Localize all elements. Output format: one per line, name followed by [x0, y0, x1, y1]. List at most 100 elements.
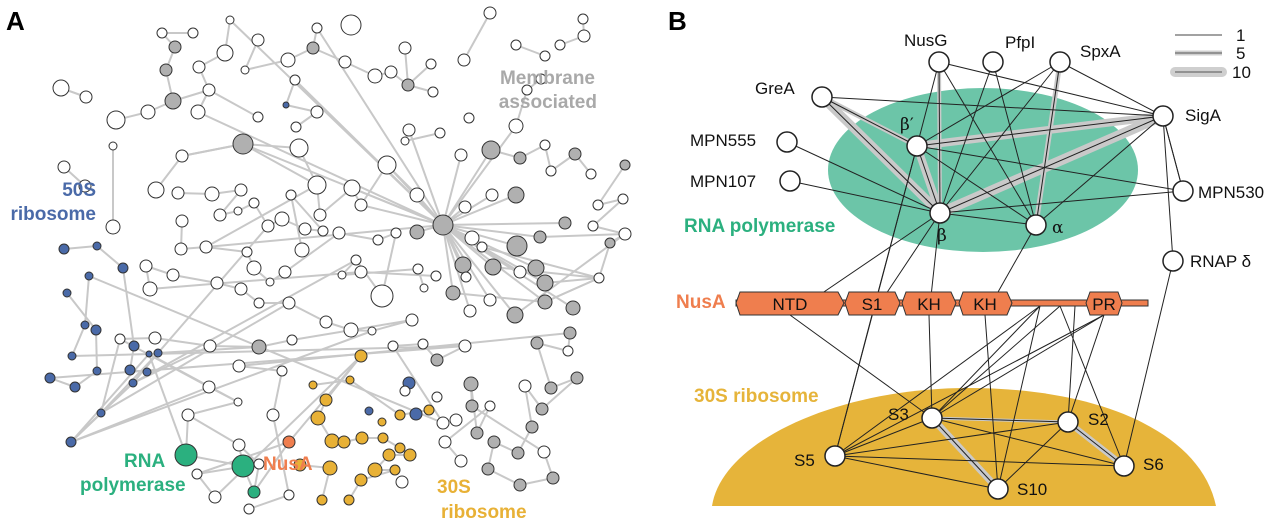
network-node: [251, 339, 267, 355]
network-node: [354, 349, 368, 363]
node-s3: [921, 407, 943, 429]
network-node: [252, 111, 264, 123]
network-edge: [408, 129, 444, 226]
network-node: [65, 436, 77, 448]
node-spxa: [1049, 51, 1071, 73]
network-node: [619, 159, 631, 171]
interaction-edge: [939, 212, 1037, 226]
network-node: [427, 86, 439, 98]
node-alpha: [1025, 214, 1047, 236]
network-node: [604, 237, 616, 249]
network-node: [409, 407, 423, 421]
label-mpn107: MPN107: [690, 172, 756, 191]
interaction-edge: [916, 61, 940, 147]
network-edge: [392, 345, 444, 424]
network-node: [554, 39, 566, 51]
network-node: [521, 84, 533, 96]
network-node: [142, 281, 158, 297]
node-grea: [811, 86, 833, 108]
interaction-edge: [916, 145, 1184, 192]
network-node: [513, 265, 527, 279]
network-node: [240, 65, 250, 75]
network-node: [403, 448, 417, 462]
network-edge: [524, 385, 533, 428]
network-node: [159, 63, 173, 77]
label-s6: S6: [1143, 455, 1164, 474]
network-edge: [442, 125, 517, 226]
network-edge: [290, 194, 303, 251]
network-node: [445, 285, 461, 301]
network-node: [283, 489, 295, 501]
network-edge: [404, 132, 441, 142]
network-node: [382, 448, 396, 462]
network-node: [558, 216, 572, 230]
interaction-edge: [1067, 305, 1076, 423]
ribosome-region-label: 30S ribosome: [694, 386, 819, 407]
domain-kh2: [958, 291, 1013, 316]
interaction-edge: [1035, 61, 1061, 226]
network-node: [370, 284, 394, 308]
network-node: [307, 175, 327, 195]
network-node: [354, 198, 368, 212]
network-node: [319, 315, 333, 329]
network-node: [191, 468, 203, 480]
network-node: [481, 462, 495, 476]
label-spxa: SpxA: [1080, 42, 1121, 61]
network-node: [210, 276, 224, 290]
interaction-edge: [916, 145, 941, 214]
network-node: [525, 420, 539, 434]
network-node: [174, 242, 188, 256]
network-edge: [442, 222, 566, 226]
network-node: [79, 90, 93, 104]
nusa-domain-bar: NTD S1 KH KH PR: [735, 291, 1149, 316]
network-edge: [197, 111, 444, 226]
interaction-edge: [1067, 314, 1105, 423]
domain-s1-label: S1: [862, 295, 883, 314]
network-node: [417, 338, 429, 350]
interaction-edge: [821, 96, 941, 214]
interaction-edge: [1123, 260, 1174, 467]
network-node: [377, 417, 387, 427]
network-node: [190, 104, 206, 120]
network-node: [128, 378, 138, 388]
network-node: [387, 340, 399, 352]
network-node: [593, 272, 605, 284]
network-edge: [238, 365, 283, 372]
network-node: [367, 326, 377, 336]
node-mpn107: [779, 170, 801, 192]
interaction-edge: [834, 314, 1105, 457]
network-node: [577, 13, 589, 25]
network-node: [58, 243, 70, 255]
network-node: [537, 294, 553, 310]
network-node: [506, 235, 528, 257]
network-edge: [463, 12, 491, 61]
network-edge: [70, 353, 150, 443]
network-node: [332, 226, 346, 240]
interaction-edge: [939, 190, 1184, 214]
interaction-edge: [834, 455, 1125, 467]
node-s5: [824, 445, 846, 467]
network-node: [390, 227, 402, 239]
interaction-edge: [1035, 115, 1164, 226]
label-mpn555: MPN555: [690, 131, 756, 150]
network-node: [145, 350, 153, 358]
network-node: [535, 402, 549, 416]
domain-ntd-label: NTD: [773, 295, 808, 314]
network-edge: [71, 345, 466, 357]
network-node: [565, 300, 581, 316]
interaction-edge: [997, 305, 1041, 490]
network-node: [463, 112, 475, 124]
network-edge: [149, 271, 362, 290]
network-node: [563, 326, 577, 340]
network-node: [395, 475, 409, 489]
interaction-edge: [1067, 421, 1125, 467]
network-node: [463, 304, 477, 318]
network-node: [409, 187, 425, 203]
network-node: [545, 165, 557, 177]
network-edge: [187, 401, 239, 416]
network-node: [510, 39, 522, 51]
network-edge: [544, 277, 600, 284]
domain-kh1-label: KH: [917, 295, 941, 314]
legend-label-1: 1: [1236, 26, 1245, 45]
interaction-edge: [997, 421, 1069, 490]
